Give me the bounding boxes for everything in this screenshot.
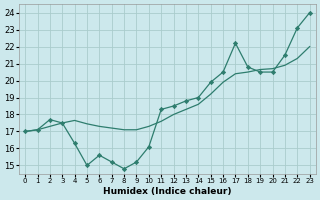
X-axis label: Humidex (Indice chaleur): Humidex (Indice chaleur): [103, 187, 232, 196]
